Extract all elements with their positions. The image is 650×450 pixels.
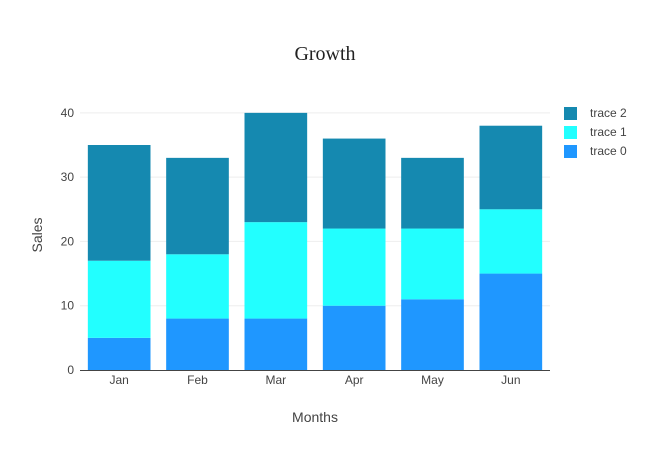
legend-label: trace 2 xyxy=(590,106,627,120)
y-axis-title: Sales xyxy=(29,217,45,252)
bar-trace-2-jun[interactable] xyxy=(479,125,543,210)
x-tick-label: Mar xyxy=(265,373,286,387)
bar-trace-2-jan[interactable] xyxy=(87,145,151,261)
chart-title: Growth xyxy=(294,43,355,65)
legend-label: trace 1 xyxy=(590,125,627,139)
bar-trace-1-may[interactable] xyxy=(401,228,464,300)
bar-trace-1-feb[interactable] xyxy=(166,254,229,319)
bar-trace-1-apr[interactable] xyxy=(322,228,386,306)
x-tick-label: Apr xyxy=(345,373,364,387)
legend-item-trace-0[interactable]: trace 0 xyxy=(564,144,627,158)
y-tick-label: 0 xyxy=(67,363,74,377)
bar-trace-0-jun[interactable] xyxy=(479,273,543,370)
legend-swatch xyxy=(564,107,577,120)
bar-trace-1-jun[interactable] xyxy=(479,209,543,274)
bar-trace-0-may[interactable] xyxy=(401,299,464,370)
legend-swatch xyxy=(564,126,577,139)
bar-trace-0-mar[interactable] xyxy=(244,318,308,370)
bar-trace-0-feb[interactable] xyxy=(166,318,229,370)
y-tick-labels: 0 10 20 30 40 xyxy=(61,106,75,377)
bar-trace-1-mar[interactable] xyxy=(244,222,308,319)
legend-swatch xyxy=(564,145,577,158)
gridlines xyxy=(80,112,550,307)
y-tick-label: 20 xyxy=(61,234,75,248)
bar-trace-2-apr[interactable] xyxy=(322,138,386,229)
y-tick-label: 10 xyxy=(61,299,75,313)
bar-trace-2-may[interactable] xyxy=(401,157,464,229)
legend-item-trace-2[interactable]: trace 2 xyxy=(564,106,627,120)
bars xyxy=(87,112,543,370)
legend[interactable]: trace 2 trace 1 trace 0 xyxy=(564,106,627,158)
legend-label: trace 0 xyxy=(590,144,627,158)
bar-trace-0-jan[interactable] xyxy=(87,337,151,370)
bar-trace-2-feb[interactable] xyxy=(166,157,229,255)
legend-item-trace-1[interactable]: trace 1 xyxy=(564,125,627,139)
y-tick-label: 40 xyxy=(61,106,75,120)
x-tick-label: Jan xyxy=(109,373,128,387)
x-tick-label: Feb xyxy=(187,373,208,387)
x-tick-labels: Jan Feb Mar Apr May Jun xyxy=(109,373,520,387)
bar-trace-1-jan[interactable] xyxy=(87,260,151,338)
bar-trace-0-apr[interactable] xyxy=(322,305,386,370)
x-tick-label: Jun xyxy=(501,373,520,387)
x-tick-label: May xyxy=(421,373,444,387)
bar-trace-2-mar[interactable] xyxy=(244,112,308,223)
y-tick-label: 30 xyxy=(61,170,75,184)
x-axis-title: Months xyxy=(292,409,338,425)
